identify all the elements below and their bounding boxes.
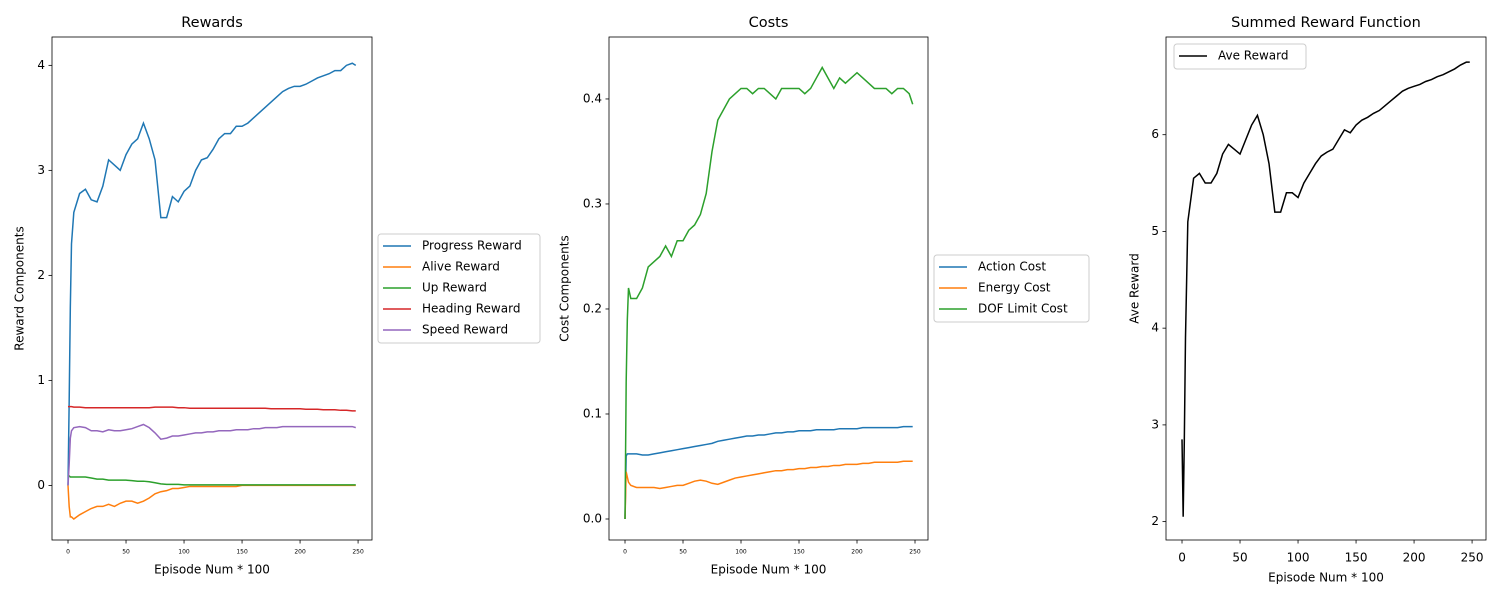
- subplot: Rewards 0 1 2 3 4 0 50 100 150 200 250 Episode Num *…: [13, 15, 541, 577]
- y-tick-label: 4: [1151, 321, 1159, 335]
- legend-box: [1173, 43, 1307, 70]
- x-axis-label: Episode Num * 100: [711, 563, 827, 577]
- legend-label: Ave Reward: [1218, 49, 1289, 63]
- data-line: [624, 65, 914, 520]
- y-tick-label: 0.4: [583, 91, 602, 105]
- y-tick-label: 0.1: [583, 406, 602, 420]
- data-line: [68, 405, 356, 412]
- x-tick-label: 100: [1287, 551, 1310, 565]
- y-tick-label: 3: [37, 163, 45, 177]
- y-tick-label: 0.2: [583, 301, 602, 315]
- x-tick-label: 50: [679, 549, 687, 556]
- legend-label: Energy Cost: [978, 281, 1051, 295]
- subplot-title: Summed Reward Function: [1231, 15, 1421, 31]
- y-tick-label: 6: [1151, 127, 1159, 141]
- x-tick-label: 200: [851, 549, 863, 556]
- y-tick-label: 5: [1151, 224, 1159, 238]
- x-tick-label: 250: [352, 549, 364, 556]
- y-axis-label: Ave Reward: [1128, 253, 1142, 324]
- subplot: Summed Reward Function 2 3 4 5 6 0 50 100 150 200 2…: [1128, 15, 1487, 585]
- axes-frame: [608, 36, 929, 541]
- legend-label: Action Cost: [978, 260, 1046, 274]
- data-line: [67, 62, 357, 486]
- x-tick-label: 150: [236, 549, 248, 556]
- x-tick-label: 250: [909, 549, 921, 556]
- x-tick-label: 250: [1461, 551, 1484, 565]
- y-tick-label: 3: [1151, 417, 1159, 431]
- x-tick-label: 200: [294, 549, 306, 556]
- x-tick-label: 150: [1345, 551, 1368, 565]
- y-axis-label: Reward Components: [13, 226, 27, 350]
- data-line: [1181, 61, 1470, 517]
- y-tick-label: 0.3: [583, 196, 602, 210]
- legend-label: DOF Limit Cost: [978, 302, 1068, 316]
- subplot-title: Rewards: [181, 15, 243, 31]
- subplot: Costs 0.0 0.1 0.2 0.3 0.4 0 50 100 150 200 250 Episo…: [558, 15, 1090, 577]
- x-tick-label: 0: [1178, 551, 1186, 565]
- x-axis-label: Episode Num * 100: [1268, 571, 1384, 585]
- x-tick-label: 50: [1232, 551, 1247, 565]
- legend-label: Heading Reward: [422, 302, 520, 316]
- data-line: [624, 460, 913, 520]
- legend-box: [377, 233, 541, 344]
- x-tick-label: 100: [735, 549, 747, 556]
- axes-frame: [1165, 36, 1487, 541]
- y-tick-label: 4: [37, 58, 45, 72]
- y-tick-label: 2: [37, 268, 45, 282]
- y-tick-label: 0: [37, 478, 45, 492]
- data-line: [67, 474, 356, 486]
- y-tick-label: 1: [37, 373, 45, 387]
- y-axis-label: Cost Components: [558, 235, 572, 341]
- legend-label: Alive Reward: [422, 260, 500, 274]
- x-tick-label: 200: [1403, 551, 1426, 565]
- x-tick-label: 50: [122, 549, 130, 556]
- data-line: [67, 484, 356, 520]
- legend-box: [933, 254, 1090, 323]
- subplot-title: Costs: [749, 15, 789, 31]
- axes-frame: [51, 36, 373, 541]
- legend-label: Up Reward: [422, 281, 487, 295]
- y-tick-label: 2: [1151, 514, 1159, 528]
- y-tick-label: 0.0: [583, 511, 602, 525]
- x-tick-label: 0: [66, 549, 70, 556]
- x-tick-label: 100: [178, 549, 190, 556]
- data-line: [67, 423, 356, 486]
- x-axis-label: Episode Num * 100: [154, 563, 270, 577]
- legend-label: Speed Reward: [422, 323, 508, 337]
- x-tick-label: 0: [623, 549, 627, 556]
- legend-label: Progress Reward: [422, 239, 522, 253]
- x-tick-label: 150: [793, 549, 805, 556]
- data-line: [624, 425, 913, 520]
